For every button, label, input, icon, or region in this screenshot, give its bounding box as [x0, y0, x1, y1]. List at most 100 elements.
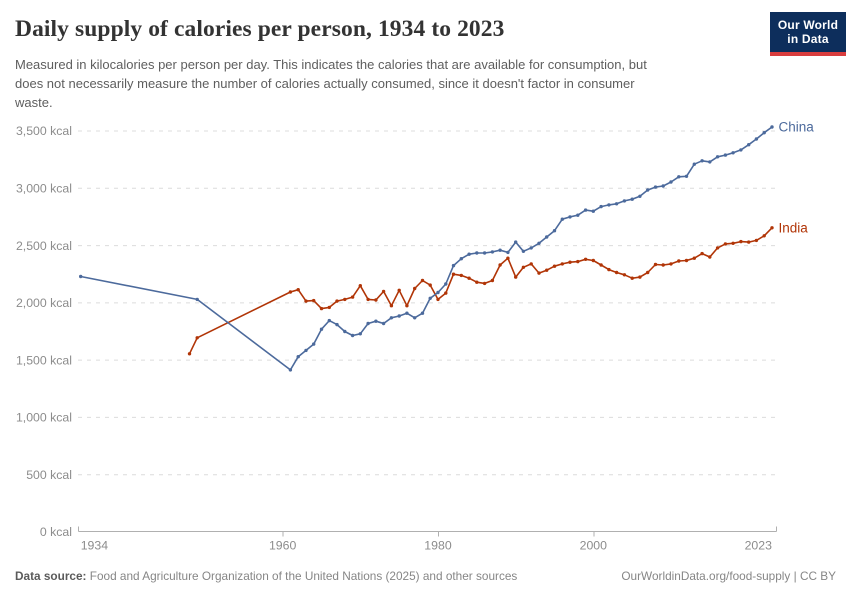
series-marker-india[interactable]: [405, 304, 409, 308]
series-marker-india[interactable]: [614, 270, 619, 275]
series-marker-china[interactable]: [451, 263, 456, 268]
series-marker-india[interactable]: [428, 283, 432, 287]
series-marker-china[interactable]: [444, 282, 448, 286]
series-marker-india[interactable]: [374, 298, 378, 302]
series-marker-china[interactable]: [723, 153, 728, 157]
series-marker-india[interactable]: [568, 260, 572, 264]
series-marker-china[interactable]: [312, 342, 316, 346]
series-marker-india[interactable]: [731, 241, 735, 245]
series-marker-china[interactable]: [560, 217, 564, 221]
series-marker-india[interactable]: [304, 299, 308, 303]
series-marker-china[interactable]: [366, 321, 370, 326]
series-marker-china[interactable]: [459, 257, 463, 261]
series-marker-china[interactable]: [731, 151, 735, 155]
series-marker-india[interactable]: [646, 270, 650, 275]
series-marker-india[interactable]: [770, 226, 774, 230]
series-marker-china[interactable]: [529, 246, 533, 250]
series-marker-india[interactable]: [187, 352, 192, 356]
series-marker-china[interactable]: [747, 143, 751, 147]
series-marker-china[interactable]: [607, 203, 611, 207]
series-marker-india[interactable]: [350, 295, 355, 299]
series-marker-china[interactable]: [350, 333, 355, 338]
series-marker-india[interactable]: [747, 240, 751, 244]
series-marker-india[interactable]: [312, 298, 316, 303]
series-marker-china[interactable]: [467, 252, 471, 256]
series-marker-india[interactable]: [389, 304, 394, 308]
series-marker-china[interactable]: [630, 197, 634, 201]
series-label-china[interactable]: China: [779, 120, 815, 135]
series-marker-china[interactable]: [646, 188, 650, 192]
series-marker-india[interactable]: [607, 267, 611, 272]
series-marker-india[interactable]: [560, 262, 564, 266]
series-marker-china[interactable]: [296, 355, 300, 359]
series-marker-china[interactable]: [692, 162, 696, 166]
series-marker-china[interactable]: [591, 209, 595, 213]
series-marker-india[interactable]: [739, 239, 743, 244]
series-marker-india[interactable]: [482, 281, 487, 286]
series-marker-india[interactable]: [630, 276, 634, 280]
series-marker-india[interactable]: [327, 305, 331, 310]
series-marker-china[interactable]: [568, 215, 572, 219]
series-marker-china[interactable]: [754, 137, 759, 141]
series-marker-china[interactable]: [661, 184, 665, 188]
series-marker-india[interactable]: [677, 259, 681, 263]
series-marker-india[interactable]: [381, 289, 386, 294]
series-marker-india[interactable]: [576, 259, 580, 264]
series-marker-india[interactable]: [413, 286, 417, 291]
series-marker-india[interactable]: [514, 275, 518, 279]
series-marker-india[interactable]: [319, 306, 324, 311]
series-marker-china[interactable]: [498, 248, 502, 252]
series-marker-china[interactable]: [739, 148, 743, 152]
series-marker-india[interactable]: [397, 288, 401, 292]
series-marker-china[interactable]: [405, 311, 409, 315]
series-marker-india[interactable]: [583, 257, 588, 261]
series-marker-china[interactable]: [552, 229, 557, 233]
series-marker-china[interactable]: [428, 296, 432, 300]
series-marker-china[interactable]: [576, 213, 580, 217]
series-marker-china[interactable]: [381, 321, 386, 326]
series-label-india[interactable]: India: [779, 220, 809, 235]
series-marker-china[interactable]: [762, 131, 766, 135]
series-marker-india[interactable]: [451, 272, 456, 276]
series-marker-china[interactable]: [420, 311, 425, 315]
series-marker-india[interactable]: [467, 276, 471, 280]
series-marker-china[interactable]: [715, 155, 720, 159]
series-marker-china[interactable]: [700, 159, 704, 163]
series-marker-china[interactable]: [374, 319, 378, 323]
series-line-china[interactable]: [79, 126, 773, 371]
series-marker-india[interactable]: [444, 291, 448, 295]
series-marker-india[interactable]: [762, 234, 766, 238]
series-marker-china[interactable]: [770, 125, 774, 129]
series-marker-china[interactable]: [514, 240, 518, 244]
series-marker-china[interactable]: [622, 199, 627, 203]
series-marker-china[interactable]: [599, 204, 603, 209]
series-marker-china[interactable]: [684, 174, 689, 178]
series-marker-india[interactable]: [521, 265, 526, 269]
series-marker-china[interactable]: [79, 274, 83, 279]
series-line-india[interactable]: [188, 227, 773, 355]
series-marker-china[interactable]: [545, 235, 549, 239]
series-marker-india[interactable]: [459, 273, 463, 278]
series-marker-india[interactable]: [335, 299, 339, 303]
series-marker-india[interactable]: [715, 246, 720, 250]
series-marker-india[interactable]: [475, 280, 479, 284]
series-marker-china[interactable]: [389, 316, 394, 320]
series-marker-china[interactable]: [537, 241, 541, 245]
series-marker-china[interactable]: [490, 250, 495, 254]
series-marker-china[interactable]: [304, 348, 308, 353]
series-marker-india[interactable]: [669, 262, 673, 266]
series-marker-india[interactable]: [195, 336, 199, 340]
series-marker-china[interactable]: [327, 318, 331, 323]
series-marker-india[interactable]: [552, 264, 557, 268]
series-marker-india[interactable]: [723, 242, 728, 246]
series-marker-india[interactable]: [638, 275, 642, 279]
series-marker-china[interactable]: [614, 202, 619, 206]
series-marker-india[interactable]: [684, 258, 689, 263]
series-marker-china[interactable]: [506, 250, 510, 255]
series-marker-india[interactable]: [420, 278, 425, 283]
series-marker-india[interactable]: [296, 288, 300, 292]
credit-link[interactable]: OurWorldinData.org/food-supply | CC BY: [621, 569, 836, 583]
series-marker-china[interactable]: [521, 249, 526, 253]
series-marker-india[interactable]: [358, 284, 362, 288]
series-marker-china[interactable]: [288, 368, 293, 372]
